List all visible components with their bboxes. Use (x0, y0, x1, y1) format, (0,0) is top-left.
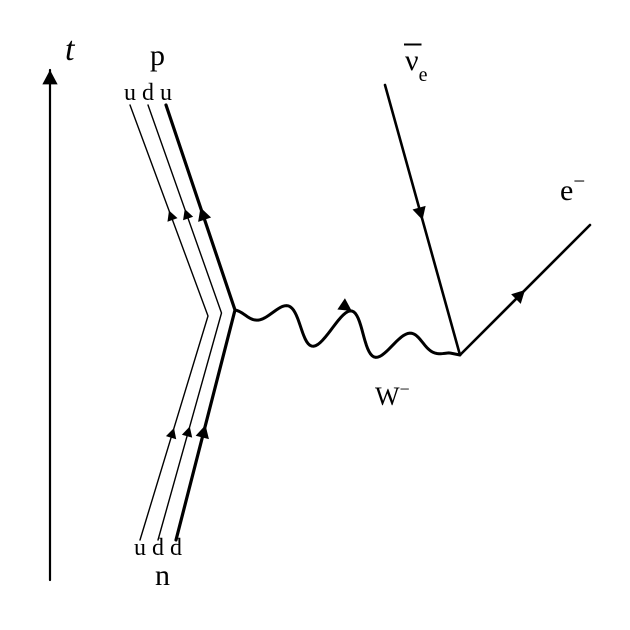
incoming-quark-label: d (152, 535, 164, 561)
antineutrino-label: νe (405, 44, 428, 86)
neutron-label: n (155, 559, 170, 592)
outgoing-quark-label: u (124, 80, 136, 106)
outgoing-quark-label: u (160, 80, 172, 106)
time-axis-label: t (65, 31, 76, 68)
w-boson-label: W− (375, 379, 410, 411)
electron-label: e− (560, 169, 585, 207)
incoming-quark-label: u (134, 535, 146, 561)
proton-label: p (150, 39, 165, 72)
incoming-quark-label: d (170, 535, 182, 561)
outgoing-quark-label: d (142, 80, 154, 106)
